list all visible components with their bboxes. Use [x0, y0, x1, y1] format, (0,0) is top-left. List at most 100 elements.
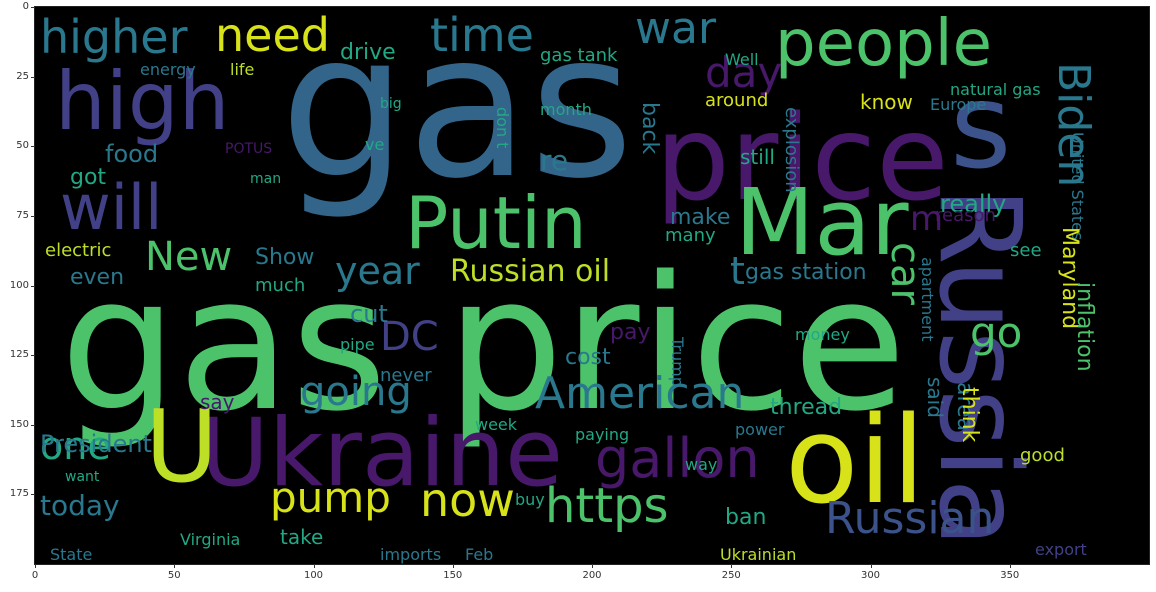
y-tick-mark: [31, 146, 35, 148]
word-month: month: [540, 100, 592, 119]
word-make: make: [670, 205, 731, 230]
word-paying: paying: [575, 425, 630, 444]
word-power: power: [735, 420, 785, 439]
word-time: time: [430, 8, 534, 62]
word-don-t: don t: [493, 107, 512, 149]
y-tick-mark: [31, 7, 35, 8]
word-pipe: pipe: [340, 335, 375, 354]
x-tick-mark: [731, 564, 733, 568]
word-one: one: [40, 424, 111, 468]
word-take: take: [280, 525, 324, 549]
word-much: much: [255, 275, 306, 296]
word-president: President: [40, 430, 152, 458]
x-tick-label: 200: [582, 570, 602, 581]
x-tick-label: 100: [303, 570, 324, 581]
x-tick-mark: [452, 564, 454, 568]
word-new: New: [145, 234, 233, 280]
word-war: war: [635, 7, 717, 54]
y-tick-label: 0: [22, 1, 29, 12]
y-tick-mark: [31, 424, 35, 426]
word-imports: imports: [380, 545, 442, 564]
word-know: know: [860, 90, 913, 114]
word-high: high: [55, 55, 230, 148]
x-tick-mark: [592, 564, 593, 568]
x-tick-mark: [1009, 564, 1011, 568]
word-drive: drive: [340, 40, 396, 65]
word-u: U: [145, 388, 219, 505]
word-united-states: United States: [1068, 132, 1087, 241]
word-virginia: Virginia: [180, 530, 241, 549]
word-say: say: [200, 390, 235, 414]
x-tick-label: 0: [31, 570, 39, 581]
word-price: price: [655, 89, 949, 227]
word-feb: Feb: [465, 545, 494, 564]
word-cost: cost: [565, 345, 611, 370]
y-tick-label: 75: [16, 209, 29, 221]
word-way: way: [685, 455, 718, 474]
word-go: go: [970, 308, 1023, 357]
word-potus: POTUS: [225, 141, 273, 157]
y-tick-label: 150: [9, 418, 29, 430]
word-s: s: [950, 57, 1012, 195]
word-buy: buy: [515, 490, 545, 509]
word-never: never: [380, 365, 432, 386]
y-tick-label: 25: [16, 70, 29, 82]
word-gas-tank: gas tank: [540, 45, 618, 66]
word-energy: energy: [140, 60, 196, 79]
word-inflation: inflation: [1072, 282, 1097, 372]
word-gallon: gallon: [595, 427, 760, 490]
word-putin: Putin: [405, 181, 587, 265]
word-got: got: [70, 165, 107, 190]
word-year: year: [335, 249, 420, 293]
x-tick-label: 50: [167, 570, 181, 581]
word-still: still: [740, 145, 775, 169]
word-higher: higher: [40, 10, 188, 64]
word-natural-gas: natural gas: [950, 80, 1041, 99]
word-ukraine: Ukraine: [200, 399, 564, 508]
word-trump: Trump: [668, 337, 687, 387]
y-tick-label: 100: [9, 279, 29, 291]
word-ukrainian: Ukrainian: [720, 545, 797, 564]
word-will: will: [60, 171, 163, 244]
x-tick-label: 150: [443, 570, 463, 581]
word-electric: electric: [45, 240, 112, 261]
y-tick-label: 175: [9, 488, 29, 500]
word-apartment: apartment: [918, 257, 937, 342]
word-cloud: gas gas price price s Russia oil Ukraine U Mar hi…: [35, 7, 1149, 564]
word-oil: oil: [785, 392, 926, 531]
word-ve: ve: [365, 135, 385, 154]
word-man: man: [250, 171, 282, 187]
word-gas-price: gas price: [60, 236, 907, 452]
y-tick-mark: [31, 494, 35, 496]
x-tick-label: 350: [1000, 570, 1020, 581]
word-dc: DC: [380, 314, 439, 360]
word-people: people: [775, 7, 992, 81]
y-tick-mark: [31, 355, 35, 357]
word-need: need: [215, 8, 330, 62]
word-gas: gas: [280, 7, 634, 223]
word-gas-station: gas station: [745, 260, 867, 285]
word-see: see: [1010, 240, 1042, 261]
word-really: really: [940, 190, 1007, 218]
y-tick-mark: [31, 76, 35, 78]
word-big: big: [380, 96, 402, 112]
x-tick-label: 250: [721, 570, 741, 581]
word-export: export: [1035, 540, 1087, 559]
word-cut: cut: [350, 300, 388, 328]
word-even: even: [70, 265, 125, 290]
word-american: American: [535, 368, 745, 419]
word-now: now: [420, 473, 515, 527]
word-m: m: [910, 199, 944, 239]
word-reason: reason: [935, 205, 996, 226]
word-many: many: [665, 225, 716, 246]
word-today: today: [40, 489, 120, 522]
word-back: back: [637, 102, 662, 155]
x-tick-mark: [313, 564, 315, 568]
word-https: https: [545, 478, 669, 534]
y-tick-label: 125: [9, 349, 29, 361]
word-t: t: [730, 249, 745, 293]
word-re: re: [540, 144, 569, 177]
x-tick-mark: [35, 564, 36, 568]
y-tick-label: 50: [16, 140, 29, 152]
